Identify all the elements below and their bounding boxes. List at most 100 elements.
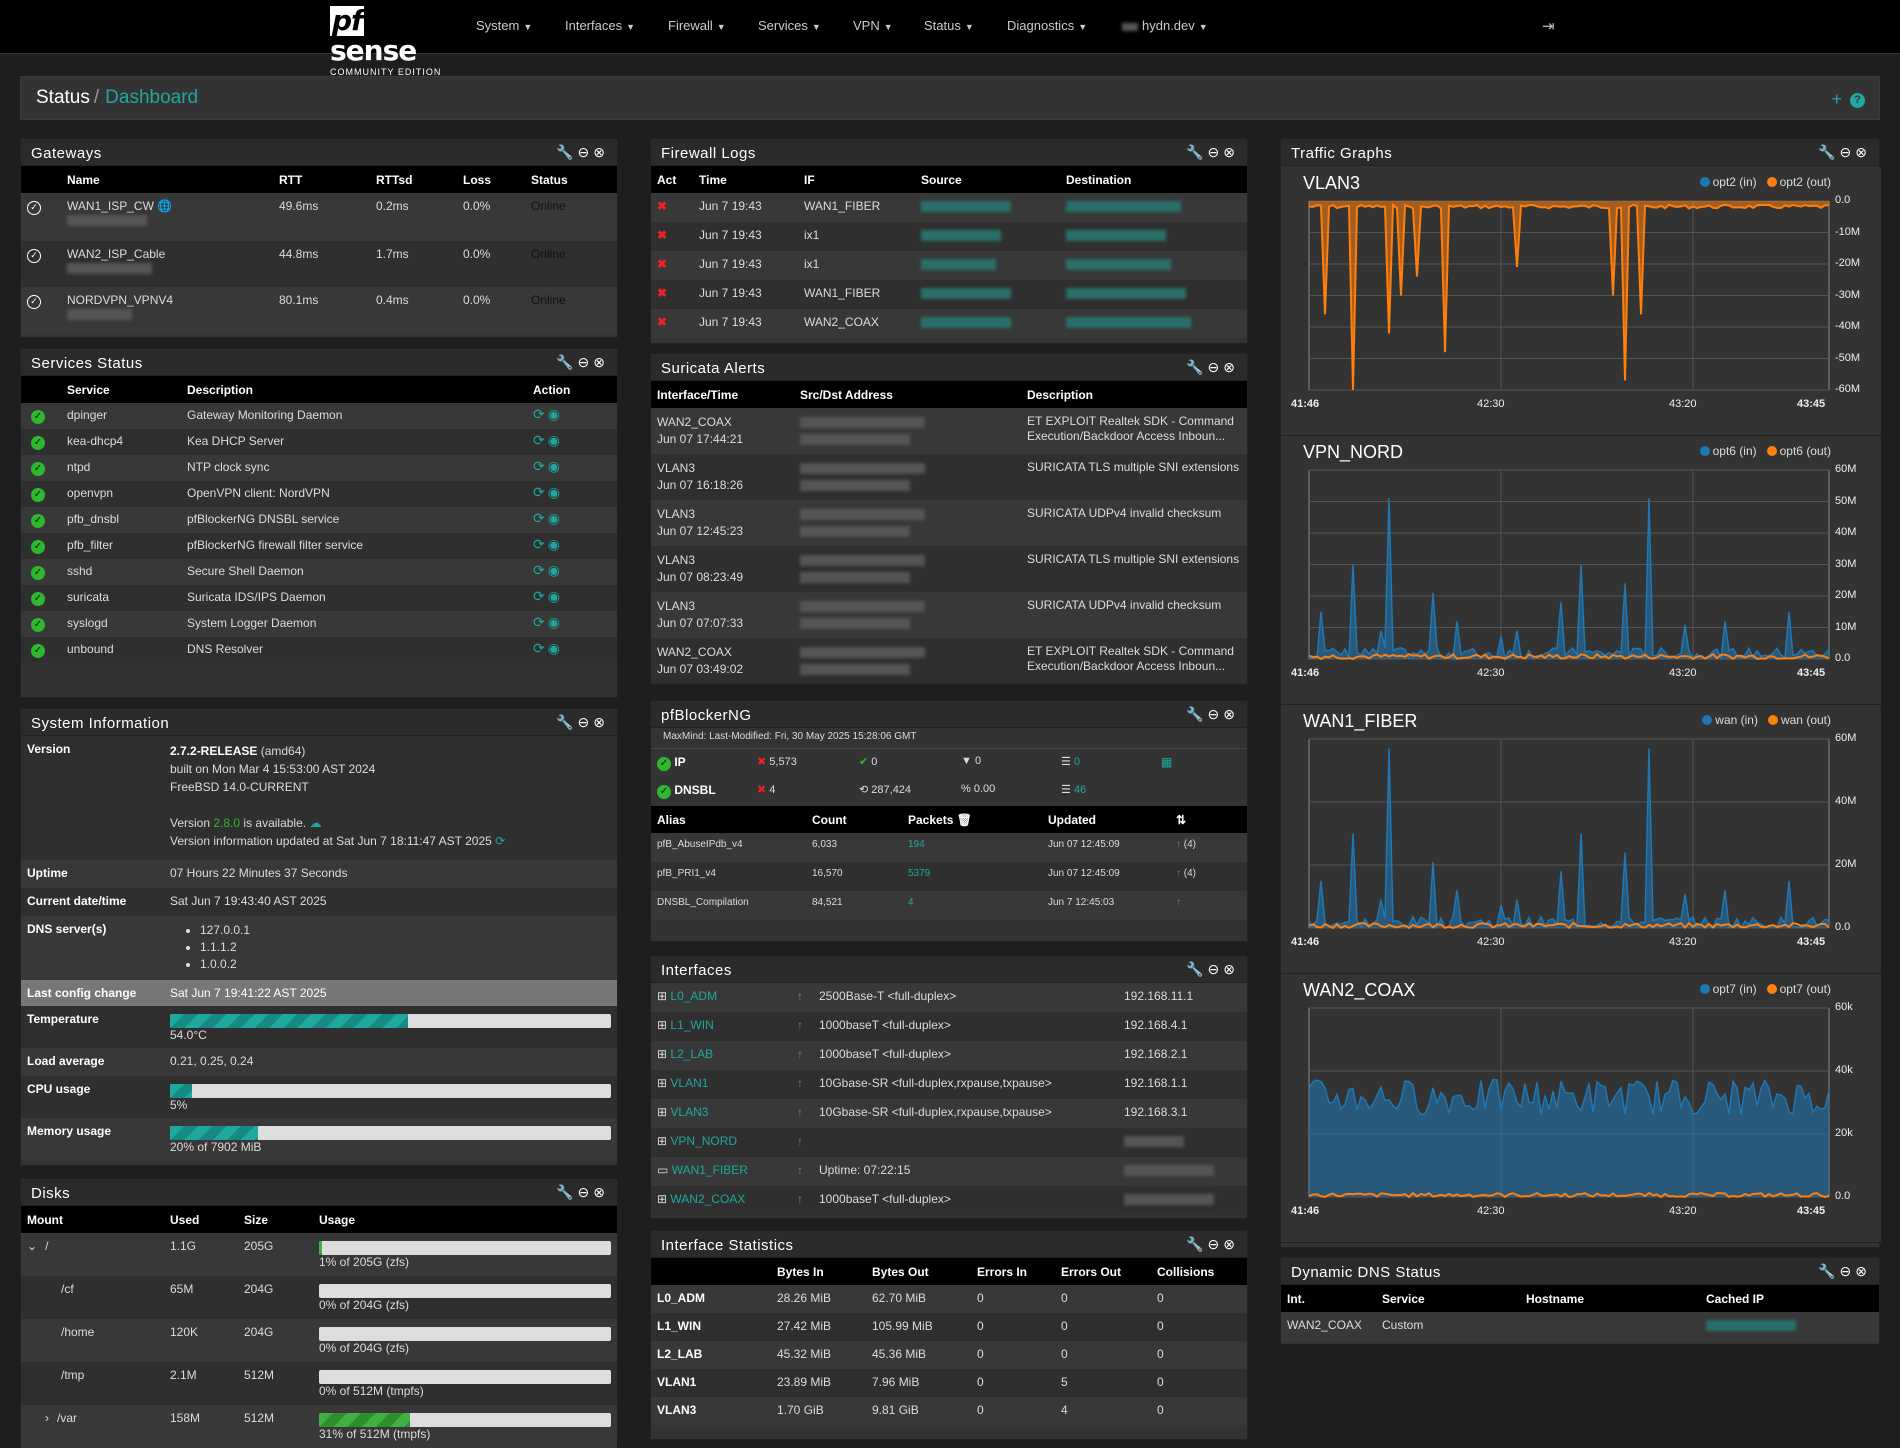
breadcrumb-current[interactable]: Dashboard [105,87,199,108]
menu-vpn[interactable]: VPN ▼ [853,0,893,54]
stop-icon[interactable]: ◉ [547,588,563,604]
close-icon[interactable]: ⊗ [1855,144,1871,160]
table-icon[interactable]: ▦ [1161,755,1173,769]
restart-icon[interactable]: ⟳ [533,588,548,604]
stop-icon[interactable]: ◉ [547,484,563,500]
restart-icon[interactable]: ⟳ [533,432,548,448]
stop-icon[interactable]: ◉ [547,614,563,630]
alias-packets[interactable]: 194 [902,833,1042,862]
close-icon[interactable]: ⊗ [593,354,609,370]
help-icon[interactable]: ? [1850,93,1865,108]
restart-icon[interactable]: ⟳ [533,614,548,630]
cloud-download-icon[interactable]: ☁ [309,816,322,830]
logout-icon[interactable]: ⇥ [1542,18,1555,35]
interface-link[interactable]: L1_WIN [670,1018,714,1032]
legend-in[interactable]: wan (in) [1715,713,1758,727]
menu-status[interactable]: Status ▼ [924,0,974,54]
stop-icon[interactable]: ◉ [547,432,563,448]
minimize-icon[interactable]: ⊖ [1207,359,1224,375]
stop-icon[interactable]: ◉ [547,562,563,578]
minimize-icon[interactable]: ⊖ [577,714,594,730]
interface-link[interactable]: VPN_NORD [670,1134,738,1148]
wrench-icon[interactable]: 🔧 [1186,706,1208,722]
stop-icon[interactable]: ◉ [547,510,563,526]
wrench-icon[interactable]: 🔧 [556,144,578,160]
minimize-icon[interactable]: ⊖ [577,1184,594,1200]
stop-icon[interactable]: ◉ [547,640,563,656]
legend-out[interactable]: opt7 (out) [1779,982,1831,996]
close-icon[interactable]: ⊗ [1223,961,1239,977]
menu-diagnostics[interactable]: Diagnostics ▼ [1007,0,1087,54]
legend-out[interactable]: opt2 (out) [1779,175,1831,189]
wrench-icon[interactable]: 🔧 [556,714,578,730]
version-freebsd: FreeBSD 14.0-CURRENT [170,780,309,794]
add-widget-icon[interactable]: + [1831,89,1842,109]
menu-label: VPN [853,18,880,33]
interface-media: 1000baseT <full-duplex> [813,1186,1118,1215]
minimize-icon[interactable]: ⊖ [1839,144,1856,160]
chevron-right-icon[interactable]: › [45,1411,49,1425]
minimize-icon[interactable]: ⊖ [577,354,594,370]
legend-out[interactable]: opt6 (out) [1779,444,1831,458]
pfsense-logo[interactable]: pfsense COMMUNITY EDITION [330,6,445,77]
minimize-icon[interactable]: ⊖ [577,144,594,160]
restart-icon[interactable]: ⟳ [533,640,548,656]
close-icon[interactable]: ⊗ [1223,359,1239,375]
stop-icon[interactable]: ◉ [547,406,563,422]
close-icon[interactable]: ⊗ [593,144,609,160]
ip-list-count[interactable]: 0 [1073,756,1081,768]
minimize-icon[interactable]: ⊖ [1207,1236,1224,1252]
caret-down-icon: ▼ [1078,22,1088,32]
alias-packets[interactable]: 4 [902,891,1042,920]
close-icon[interactable]: ⊗ [593,714,609,730]
restart-icon[interactable]: ⟳ [533,458,548,474]
wrench-icon[interactable]: 🔧 [1186,359,1208,375]
wrench-icon[interactable]: 🔧 [1186,961,1208,977]
close-icon[interactable]: ⊗ [1223,144,1239,160]
chevron-down-icon[interactable]: ⌄ [27,1239,38,1253]
breadcrumb-root[interactable]: Status [36,87,90,108]
sort-icon[interactable]: ⇅ [1170,806,1247,833]
restart-icon[interactable]: ⟳ [533,536,548,552]
interface-link[interactable]: L0_ADM [670,989,718,1003]
legend-in[interactable]: opt6 (in) [1712,444,1757,458]
menu-host[interactable]: hydn.dev ▼ [1122,0,1208,54]
refresh-icon[interactable]: ⟳ [495,834,506,848]
close-icon[interactable]: ⊗ [1223,706,1239,722]
minimize-icon[interactable]: ⊖ [1207,961,1224,977]
restart-icon[interactable]: ⟳ [533,484,548,500]
alias-packets[interactable]: 5379 [902,862,1042,891]
wrench-icon[interactable]: 🔧 [556,1184,578,1200]
update-version-link[interactable]: 2.8.0 [213,816,241,830]
minimize-icon[interactable]: ⊖ [1207,706,1224,722]
trash-icon[interactable]: 🗑 [956,812,972,827]
dnsbl-list-count[interactable]: 46 [1073,784,1087,796]
restart-icon[interactable]: ⟳ [533,562,548,578]
interface-link[interactable]: WAN2_COAX [670,1192,746,1206]
interface-link[interactable]: VLAN1 [670,1076,709,1090]
stop-icon[interactable]: ◉ [547,536,563,552]
wrench-icon[interactable]: 🔧 [1818,1263,1840,1279]
interface-link[interactable]: L2_LAB [670,1047,714,1061]
minimize-icon[interactable]: ⊖ [1839,1263,1856,1279]
wrench-icon[interactable]: 🔧 [1186,1236,1208,1252]
close-icon[interactable]: ⊗ [1855,1263,1871,1279]
close-icon[interactable]: ⊗ [1223,1236,1239,1252]
close-icon[interactable]: ⊗ [593,1184,609,1200]
restart-icon[interactable]: ⟳ [533,406,548,422]
wrench-icon[interactable]: 🔧 [1186,144,1208,160]
wrench-icon[interactable]: 🔧 [556,354,578,370]
interface-link[interactable]: WAN1_FIBER [671,1163,748,1177]
legend-in[interactable]: opt2 (in) [1712,175,1757,189]
wrench-icon[interactable]: 🔧 [1818,144,1840,160]
menu-firewall[interactable]: Firewall ▼ [668,0,726,54]
legend-in[interactable]: opt7 (in) [1712,982,1757,996]
minimize-icon[interactable]: ⊖ [1207,144,1224,160]
menu-interfaces[interactable]: Interfaces ▼ [565,0,635,54]
menu-system[interactable]: System ▼ [476,0,532,54]
interface-link[interactable]: VLAN3 [670,1105,709,1119]
restart-icon[interactable]: ⟳ [533,510,548,526]
legend-out[interactable]: wan (out) [1780,713,1831,727]
stop-icon[interactable]: ◉ [547,458,563,474]
menu-services[interactable]: Services ▼ [758,0,821,54]
